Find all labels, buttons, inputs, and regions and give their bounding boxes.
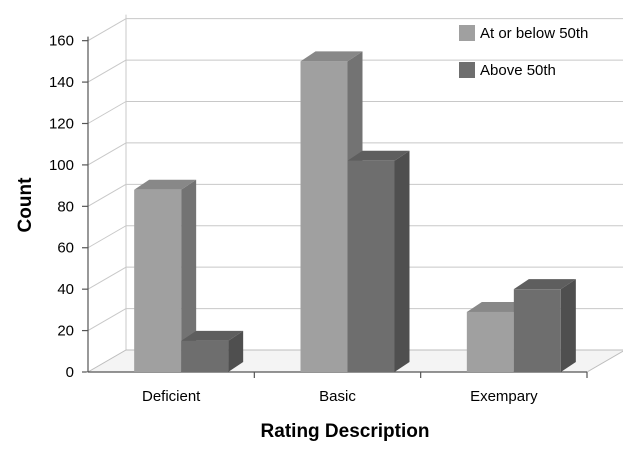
gridline-diagonal — [87, 59, 127, 83]
bar-top — [134, 179, 197, 190]
gridline-diagonal — [87, 183, 127, 207]
legend-swatch-series-1 — [459, 25, 475, 41]
y-tick-label: 140 — [49, 74, 74, 91]
bar-front — [513, 289, 561, 372]
bar-deficient-series-1 — [134, 179, 197, 372]
bar-top — [181, 330, 244, 341]
x-tick-label: Basic — [319, 388, 356, 405]
y-tick-label: 40 — [57, 281, 74, 298]
bar-front — [181, 340, 229, 372]
bar-top — [347, 150, 410, 161]
gridline-diagonal — [87, 18, 127, 42]
legend: At or below 50th Above 50th — [459, 25, 588, 79]
x-tick-label: Exempary — [470, 388, 538, 405]
x-tick-label: Deficient — [142, 388, 201, 405]
bar-top — [300, 51, 363, 62]
bar-exempary-series-2 — [513, 279, 576, 372]
x-axis-title: Rating Description — [261, 421, 430, 442]
y-tick-label: 120 — [49, 115, 74, 132]
bar-front — [466, 311, 514, 372]
y-tick-label: 20 — [57, 323, 74, 340]
bar-side — [228, 330, 244, 372]
bar-top — [466, 301, 529, 312]
y-tick-label: 0 — [66, 364, 74, 381]
tick-labels: 0 20 40 60 80 100 120 140 160 Deficient Basic Exemp… — [49, 33, 538, 405]
gridline-diagonal — [87, 101, 127, 124]
bar-front — [134, 189, 182, 372]
y-tick-label: 100 — [49, 157, 74, 174]
legend-swatch-series-2 — [459, 62, 475, 78]
legend-label-series-1: At or below 50th — [480, 25, 588, 42]
gridline-diagonal — [87, 225, 127, 249]
gridline-diagonal — [87, 142, 127, 166]
bar-side — [181, 179, 197, 372]
y-tick-label: 160 — [49, 33, 74, 50]
gridline-diagonal — [87, 266, 127, 290]
y-tick-label: 80 — [57, 198, 74, 215]
bar-side — [560, 279, 576, 372]
bar-front — [300, 61, 348, 373]
bar-side — [394, 150, 410, 372]
bar-basic-series-2 — [347, 150, 410, 372]
bar-top — [513, 279, 576, 290]
y-axis-title: Count — [15, 177, 36, 233]
bar-deficient-series-2 — [181, 330, 244, 372]
gridline-diagonal — [87, 308, 127, 332]
legend-label-series-2: Above 50th — [480, 62, 556, 79]
bars — [134, 51, 576, 373]
bar-front — [347, 160, 395, 372]
y-tick-label: 60 — [57, 240, 74, 257]
